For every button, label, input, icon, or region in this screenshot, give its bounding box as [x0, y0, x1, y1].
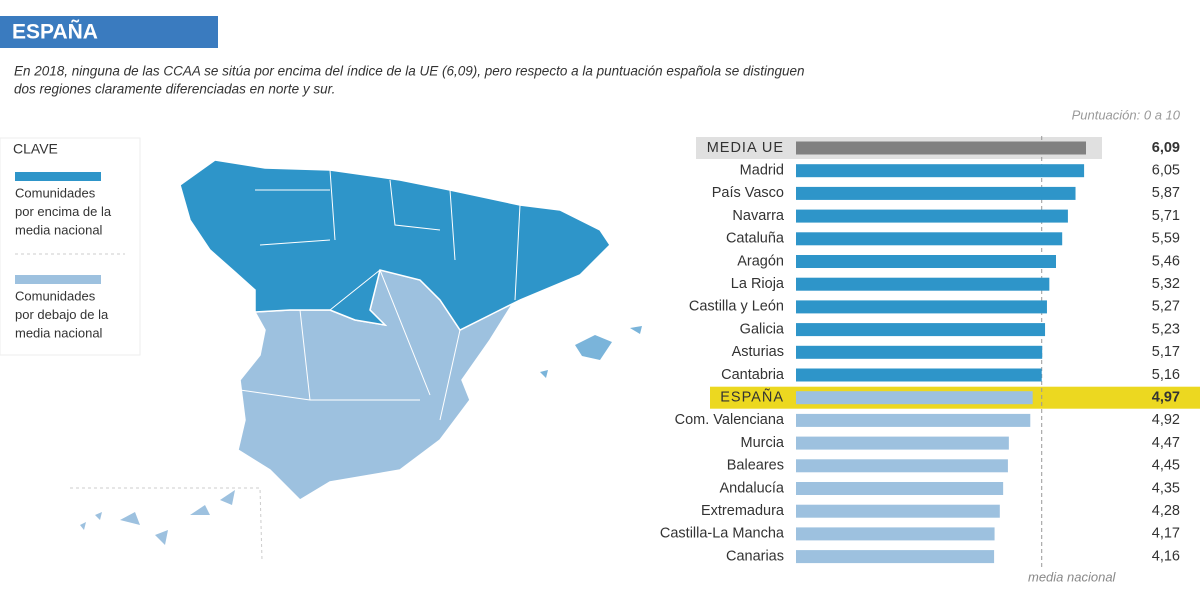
bar	[796, 368, 1042, 382]
north-region	[179, 159, 611, 331]
bar	[796, 459, 1008, 473]
category-label: Navarra	[732, 208, 785, 224]
bar	[796, 391, 1033, 405]
legend-text: media nacional	[15, 222, 103, 237]
bar	[796, 323, 1046, 337]
value-label: 5,27	[1152, 299, 1180, 315]
category-label: ESPAÑA	[720, 389, 784, 406]
category-label: Murcia	[740, 435, 784, 451]
value-label: 5,32	[1152, 276, 1180, 292]
reference-label: media nacional	[1028, 569, 1117, 584]
category-label: Baleares	[727, 458, 784, 474]
borders	[239, 169, 521, 421]
value-label: 4,35	[1152, 480, 1180, 496]
bar	[796, 232, 1063, 246]
value-label: 6,05	[1152, 163, 1180, 179]
legend-text: media nacional	[15, 325, 103, 340]
category-label: La Rioja	[731, 276, 785, 292]
category-label: Madrid	[740, 163, 784, 179]
value-label: 4,17	[1152, 526, 1180, 542]
value-label: 4,47	[1152, 435, 1180, 451]
legend-text: Comunidades	[15, 288, 96, 303]
legend-text: Comunidades	[15, 185, 96, 200]
value-label: 4,97	[1152, 390, 1180, 406]
category-label: Castilla-La Mancha	[660, 526, 785, 542]
bar	[796, 482, 1004, 495]
header-title: ESPAÑA	[12, 21, 98, 44]
category-label: Cantabria	[721, 367, 785, 383]
bar	[796, 186, 1076, 200]
value-label: 5,23	[1152, 321, 1180, 337]
category-label: Castilla y León	[689, 299, 784, 315]
value-label: 4,45	[1152, 458, 1180, 474]
legend-title: CLAVE	[13, 141, 58, 157]
category-label: Cataluña	[726, 231, 785, 247]
map	[70, 159, 642, 561]
legend: CLAVE Comunidades por encima de la media n…	[0, 137, 141, 356]
value-label: 5,17	[1152, 344, 1180, 360]
value-label: 5,71	[1152, 208, 1180, 224]
value-label: 5,46	[1152, 253, 1180, 269]
value-label: 5,59	[1152, 231, 1180, 247]
canarias	[80, 490, 235, 545]
header-box	[0, 16, 218, 48]
bar	[796, 413, 1031, 427]
scale-note: Puntuación: 0 a 10	[1072, 107, 1181, 122]
bar-chart: media nacional MEDIA UE 6,09 Madrid 6,05 País…	[660, 136, 1200, 584]
bar	[796, 209, 1068, 223]
category-label: Andalucía	[720, 480, 785, 496]
category-label: Extremadura	[701, 503, 785, 519]
value-label: 5,16	[1152, 367, 1180, 383]
value-label: 4,92	[1152, 412, 1180, 428]
legend-text: por encima de la	[15, 204, 112, 219]
baleares	[540, 326, 642, 378]
value-label: 4,28	[1152, 503, 1180, 519]
bar	[796, 436, 1009, 450]
bar	[796, 300, 1047, 314]
category-label: Galicia	[740, 321, 785, 337]
bar	[796, 141, 1086, 155]
bar	[796, 164, 1085, 178]
category-label: País Vasco	[712, 185, 784, 201]
bar	[796, 527, 995, 541]
subtitle: dos regiones claramente diferenciadas en…	[14, 82, 335, 97]
value-label: 4,16	[1152, 548, 1180, 564]
bar	[796, 550, 995, 564]
bar	[796, 277, 1050, 291]
category-label: MEDIA UE	[707, 140, 784, 156]
category-label: Canarias	[726, 548, 784, 564]
bar	[796, 345, 1043, 359]
value-label: 6,09	[1152, 140, 1180, 156]
bar	[796, 504, 1000, 518]
bar	[796, 255, 1056, 268]
subtitle: En 2018, ninguna de las CCAA se sitúa po…	[14, 64, 805, 79]
legend-box	[0, 137, 141, 356]
category-label: Com. Valenciana	[675, 412, 785, 428]
category-label: Asturias	[732, 344, 784, 360]
legend-swatch	[15, 172, 101, 181]
legend-text: por debajo de la	[15, 307, 109, 322]
value-label: 5,87	[1152, 185, 1180, 201]
legend-swatch	[15, 275, 101, 284]
category-label: Aragón	[737, 253, 784, 269]
